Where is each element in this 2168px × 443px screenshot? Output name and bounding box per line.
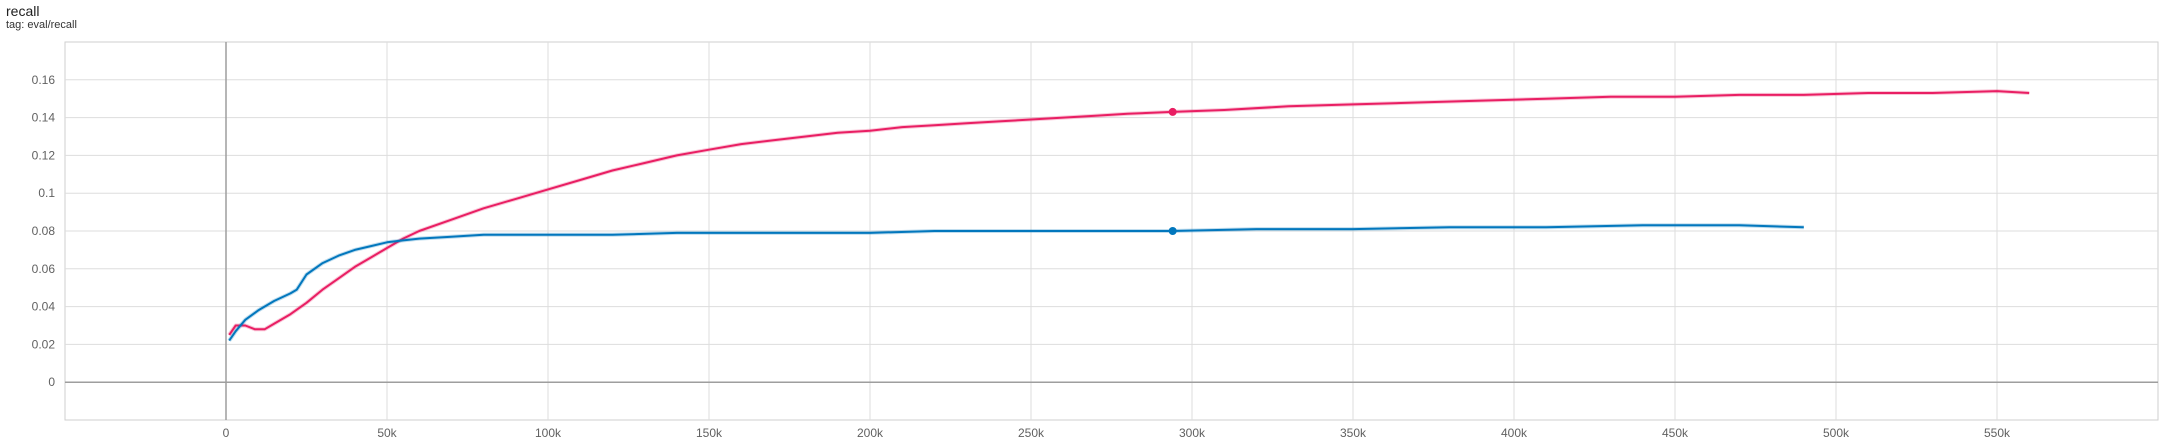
series-1-line	[228, 224, 1804, 342]
y-tick-label: 0.02	[32, 337, 56, 351]
chart-title: recall	[6, 3, 40, 19]
y-tick-label: 0	[48, 375, 55, 389]
x-tick-label: 150k	[696, 426, 723, 440]
series-0-raw-line	[227, 89, 2030, 337]
series-1-raw-line	[227, 223, 1804, 342]
y-tick-label: 0.04	[32, 300, 56, 314]
y-tick-label: 0.12	[32, 148, 56, 162]
x-tick-label: 200k	[857, 426, 884, 440]
x-tick-label: 300k	[1179, 426, 1206, 440]
series-0-line	[228, 90, 2030, 336]
series-1-marker	[1168, 227, 1177, 235]
x-tick-label: 0	[223, 426, 230, 440]
x-tick-label: 450k	[1662, 426, 1689, 440]
x-tick-label: 350k	[1340, 426, 1367, 440]
x-tick-label: 100k	[535, 426, 562, 440]
x-tick-label: 50k	[377, 426, 397, 440]
x-tick-label: 400k	[1501, 426, 1528, 440]
y-tick-label: 0.14	[32, 111, 56, 125]
x-tick-label: 500k	[1823, 426, 1850, 440]
series-0-marker	[1168, 107, 1177, 116]
y-tick-label: 0.1	[38, 186, 55, 200]
chart-subtitle: tag: eval/recall	[6, 19, 77, 31]
x-tick-label: 250k	[1018, 426, 1045, 440]
y-tick-label: 0.06	[32, 262, 56, 276]
x-tick-label: 550k	[1984, 426, 2011, 440]
y-tick-label: 0.16	[32, 73, 56, 87]
y-tick-label: 0.08	[32, 224, 56, 238]
